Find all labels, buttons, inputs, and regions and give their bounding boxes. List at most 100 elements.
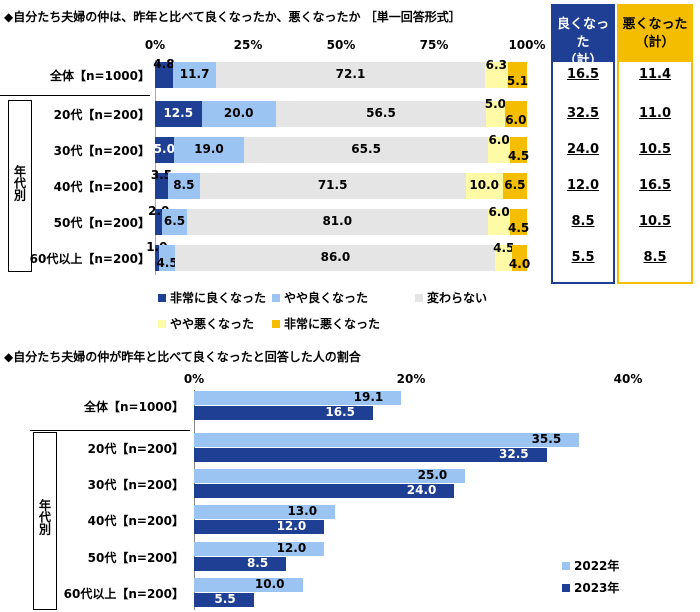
bar: [194, 406, 374, 420]
bar-segment: [175, 245, 496, 271]
group-bracket: 年代別: [8, 100, 32, 272]
x-tick-label: 0%: [183, 372, 205, 386]
x-tick-label: 50%: [326, 38, 356, 52]
axis-line: [155, 60, 156, 275]
divider: [0, 95, 150, 96]
data-label: 6.0: [505, 113, 527, 127]
group-label-2: 年代別: [37, 499, 52, 535]
data-label: 4.0: [508, 257, 531, 271]
group-bracket-2: 年代別: [33, 432, 57, 610]
bad-total-value: 11.4: [638, 67, 672, 82]
data-label: 12.5: [163, 106, 194, 120]
bar: [194, 433, 580, 447]
bar-segment: [487, 137, 511, 163]
divider-2: [30, 430, 190, 431]
bad-header: 悪くなった: [622, 17, 688, 32]
bar: [194, 520, 325, 534]
bar-segment: [155, 173, 169, 199]
x-tick-label: 40%: [613, 372, 643, 386]
bar-segment: [510, 209, 527, 235]
bad-total-value: 10.5: [638, 142, 672, 157]
data-label: 56.5: [366, 106, 396, 120]
category-label: 全体【n=1000】: [50, 69, 150, 83]
bar: [194, 391, 402, 405]
legend-swatch: [158, 294, 166, 302]
legend-swatch: [562, 584, 570, 592]
bar-segment: [487, 209, 511, 235]
data-label: 86.0: [320, 250, 351, 264]
bar-segment: [495, 245, 513, 271]
x-tick-label: 100%: [508, 38, 546, 52]
legend-item: 2023年: [562, 579, 619, 596]
category-label: 60代以上【n=200】: [29, 252, 150, 266]
bad-header-sub: （計）: [635, 35, 675, 50]
legend-label: 2023年: [574, 581, 620, 595]
x-tick-label: 25%: [233, 38, 263, 52]
data-label: 3.5: [150, 168, 173, 182]
bar: [194, 542, 325, 556]
bar-segment: [186, 209, 488, 235]
bad-total-value: 10.5: [638, 214, 672, 229]
legend-item: 非常に良くなった: [158, 289, 266, 306]
bar-segment: [155, 101, 202, 127]
bar-segment: [155, 245, 159, 271]
bar-segment: [155, 62, 173, 88]
legend-item: 変わらない: [415, 289, 487, 306]
category-label: 40代【n=200】: [87, 514, 184, 528]
category-label: 20代【n=200】: [87, 442, 184, 456]
data-label: 4.5: [156, 256, 178, 270]
legend-item: やや良くなった: [272, 289, 368, 306]
bar-segment: [172, 62, 217, 88]
data-label: 6.0: [488, 205, 510, 219]
data-label: 4.8: [153, 57, 175, 71]
data-label: 6.5: [504, 178, 526, 192]
data-label: 81.0: [322, 214, 353, 228]
category-label: 20代【n=200】: [53, 108, 150, 122]
bar-segment: [484, 62, 508, 88]
data-label: 4.5: [507, 149, 530, 163]
bar-segment: [173, 137, 245, 163]
data-label: 4.5: [507, 221, 530, 235]
legend-item: やや悪くなった: [158, 315, 254, 332]
bar: [194, 448, 547, 462]
legend-label: 非常に悪くなった: [284, 317, 381, 331]
bar-segment: [155, 137, 174, 163]
axis-line-2: [194, 390, 195, 610]
bar-segment: [201, 101, 276, 127]
chart1-title: ◆自分たち夫婦の仲は、昨年と比べて良くなったか、悪くなったか ［単一回答形式］: [4, 10, 461, 24]
category-label: 50代【n=200】: [87, 551, 184, 565]
data-label: 20.0: [223, 106, 254, 120]
bar-segment: [486, 101, 505, 127]
legend-label: 非常に良くなった: [170, 291, 267, 305]
data-label: 6.3: [485, 58, 507, 72]
bar-segment: [199, 173, 466, 199]
data-label: 65.5: [351, 142, 381, 156]
good-total-value: 8.5: [571, 214, 595, 229]
bar-segment: [504, 101, 527, 127]
bad-total-value: 11.0: [638, 106, 672, 121]
category-label: 60代以上【n=200】: [63, 587, 184, 601]
good-header: 良くなった: [556, 17, 609, 50]
data-label: 19.0: [194, 142, 224, 156]
x-tick-label: 0%: [144, 38, 166, 52]
good-total-value: 5.5: [571, 250, 595, 265]
bar-segment: [168, 173, 200, 199]
category-label: 40代【n=200】: [53, 180, 150, 194]
data-label: 11.7: [179, 67, 210, 81]
bar-segment: [158, 245, 176, 271]
bar: [194, 593, 254, 607]
category-label: 50代【n=200】: [53, 216, 150, 230]
bar-segment: [216, 62, 485, 88]
data-label: 6.5: [163, 214, 186, 228]
legend-swatch: [272, 320, 280, 328]
category-label: 30代【n=200】: [53, 144, 150, 158]
legend-swatch: [272, 294, 280, 302]
category-label: 全体【n=1000】: [84, 400, 184, 414]
bad-total-column: 悪くなった （計）: [617, 4, 693, 284]
bad-total-value: 16.5: [638, 178, 672, 193]
bar-segment: [465, 173, 503, 199]
good-header-sub: （計）: [563, 53, 603, 68]
good-total-value: 12.0: [566, 178, 600, 193]
data-label: 6.0: [488, 133, 510, 147]
chart2-title: ◆自分たち夫婦の仲が昨年と比べて良くなったと回答した人の割合: [4, 350, 361, 364]
